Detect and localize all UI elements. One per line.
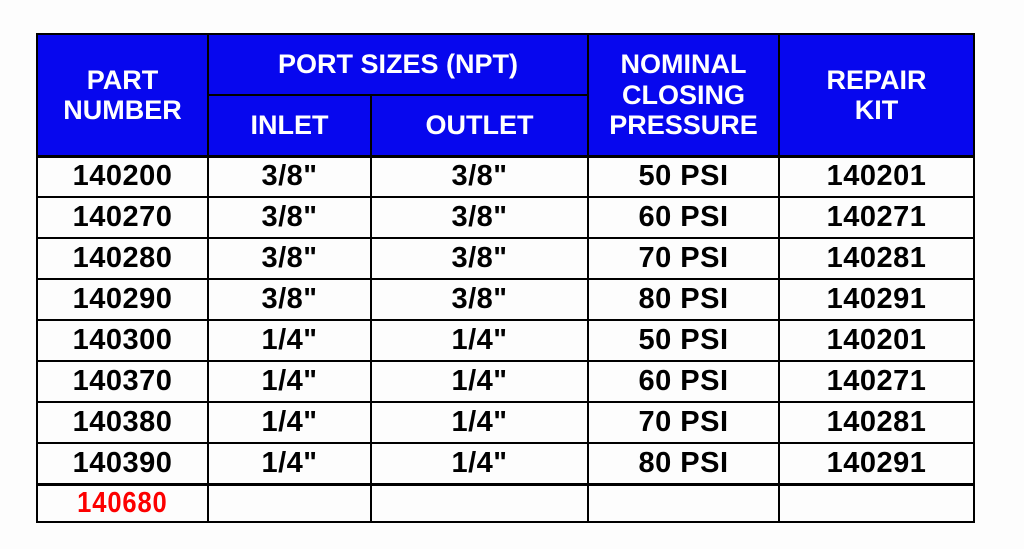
cell-part-number: 140390 [36, 442, 209, 485]
header-part-number: PART NUMBER [36, 33, 209, 157]
cell-pressure: 70 PSI [587, 401, 781, 444]
cell-part-number: 140290 [36, 278, 209, 321]
cell-repair-kit: 140281 [778, 401, 976, 444]
header-outlet: OUTLET [369, 94, 590, 157]
table-row: 140370 1/4" 1/4" 60 PSI 140271 [36, 360, 976, 403]
table-header: PART NUMBER PORT SIZES (NPT) NOMINAL CLO… [36, 33, 976, 157]
table-row: 140270 3/8" 3/8" 60 PSI 140271 [36, 196, 976, 239]
spec-table: PART NUMBER PORT SIZES (NPT) NOMINAL CLO… [36, 33, 976, 523]
header-row-sub: INLET OUTLET [37, 94, 974, 157]
cell-outlet [369, 482, 590, 523]
table-row: 140280 3/8" 3/8" 70 PSI 140281 [36, 237, 976, 280]
header-repair-kit: REPAIR KIT [778, 33, 976, 157]
cell-outlet: 1/4" [369, 319, 590, 362]
header-inlet: INLET [207, 94, 372, 157]
cell-pressure: 50 PSI [587, 154, 781, 198]
header-nominal-closing-pressure: NOMINAL CLOSING PRESSURE [587, 33, 781, 157]
cell-outlet: 1/4" [369, 401, 590, 444]
cell-pressure: 80 PSI [587, 442, 781, 485]
cell-inlet [207, 482, 372, 523]
table-row: 140390 1/4" 1/4" 80 PSI 140291 [36, 442, 976, 485]
cell-pressure: 80 PSI [587, 278, 781, 321]
cell-part-number: 140380 [36, 401, 209, 444]
cell-outlet: 3/8" [369, 196, 590, 239]
cell-part-number: 140200 [36, 154, 209, 198]
table-row: 140290 3/8" 3/8" 80 PSI 140291 [36, 278, 976, 321]
cell-pressure: 50 PSI [587, 319, 781, 362]
cell-repair-kit: 140271 [778, 196, 976, 239]
cell-outlet: 1/4" [369, 442, 590, 485]
table-row: 140200 3/8" 3/8" 50 PSI 140201 [36, 154, 976, 198]
cell-inlet: 3/8" [207, 278, 372, 321]
cell-outlet: 3/8" [369, 154, 590, 198]
cell-outlet: 3/8" [369, 278, 590, 321]
cell-inlet: 1/4" [207, 442, 372, 485]
header-row-top: PART NUMBER PORT SIZES (NPT) NOMINAL CLO… [36, 33, 976, 157]
cell-pressure: 60 PSI [587, 360, 781, 403]
cell-inlet: 1/4" [207, 319, 372, 362]
table-row-highlighted: 140680 [36, 482, 976, 523]
cell-repair-kit: 140201 [778, 319, 976, 362]
cell-repair-kit: 140201 [778, 154, 976, 198]
cell-part-number: 140300 [36, 319, 209, 362]
cell-inlet: 3/8" [207, 154, 372, 198]
cell-part-number: 140370 [36, 360, 209, 403]
table-row: 140300 1/4" 1/4" 50 PSI 140201 [36, 319, 976, 362]
cell-inlet: 1/4" [207, 360, 372, 403]
cell-inlet: 3/8" [207, 237, 372, 280]
cell-pressure: 70 PSI [587, 237, 781, 280]
table-body: 140200 3/8" 3/8" 50 PSI 140201 140270 3/… [36, 154, 976, 523]
cell-repair-kit [778, 482, 976, 523]
cell-repair-kit: 140271 [778, 360, 976, 403]
cell-pressure: 60 PSI [587, 196, 781, 239]
cell-part-number: 140280 [36, 237, 209, 280]
header-port-sizes-group: PORT SIZES (NPT) [206, 33, 590, 96]
cell-repair-kit: 140291 [778, 442, 976, 485]
cell-inlet: 1/4" [207, 401, 372, 444]
cell-part-number: 140270 [36, 196, 209, 239]
cell-outlet: 3/8" [369, 237, 590, 280]
cell-outlet: 1/4" [369, 360, 590, 403]
highlighted-part-number: 140680 [77, 486, 168, 519]
cell-part-number-highlighted: 140680 [36, 482, 209, 523]
cell-repair-kit: 140281 [778, 237, 976, 280]
cell-inlet: 3/8" [207, 196, 372, 239]
cell-pressure [587, 482, 781, 523]
cell-repair-kit: 140291 [778, 278, 976, 321]
table-row: 140380 1/4" 1/4" 70 PSI 140281 [36, 401, 976, 444]
